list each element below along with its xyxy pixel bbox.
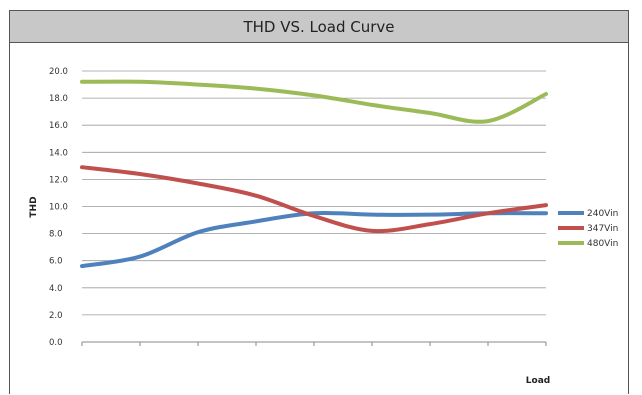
chart-svg: 0.02.04.06.08.010.012.014.016.018.020.0 …: [29, 67, 618, 386]
x-axis: [81, 342, 547, 346]
legend-label: 347Vin: [587, 224, 618, 234]
y-tick-label: 10.0: [49, 203, 68, 213]
legend-label: 240Vin: [587, 209, 618, 219]
y-tick-label: 12.0: [49, 175, 68, 185]
y-tick-label: 20.0: [49, 67, 68, 77]
y-tick-label: 6.0: [49, 257, 63, 267]
legend: 240Vin 347Vin 480Vin: [558, 209, 618, 249]
chart-frame: THD VS. Load Curve 0.0 2.0 4.0 6.0 8.0 10.0 12…: [9, 10, 629, 394]
y-tick-label: 4.0: [49, 284, 63, 294]
title-bar: THD VS. Load Curve: [10, 11, 628, 43]
y-tick-label: 18.0: [49, 94, 68, 104]
legend-label: 480Vin: [587, 239, 618, 249]
series-line-480vin: [80, 79, 548, 124]
y-axis-title: THD: [29, 196, 39, 217]
y-tick-labels: 0.0 2.0 4.0 6.0 8.0 10.0 12.0 14.0 16.0 18.0 20.0: [49, 67, 68, 348]
series-line-240vin: [80, 210, 548, 269]
y-tick-label: 8.0: [49, 230, 63, 240]
series-line-347vin: [80, 165, 548, 234]
grid: [82, 70, 546, 343]
y-tick-label: 16.0: [49, 121, 68, 131]
chart-title: THD VS. Load Curve: [243, 17, 395, 36]
y-tick-label: 0.0: [49, 338, 63, 348]
y-tick-label: 2.0: [49, 311, 63, 321]
y-tick-label: 14.0: [49, 148, 68, 158]
x-axis-title: Load: [526, 376, 550, 386]
series-lines: [80, 79, 548, 269]
